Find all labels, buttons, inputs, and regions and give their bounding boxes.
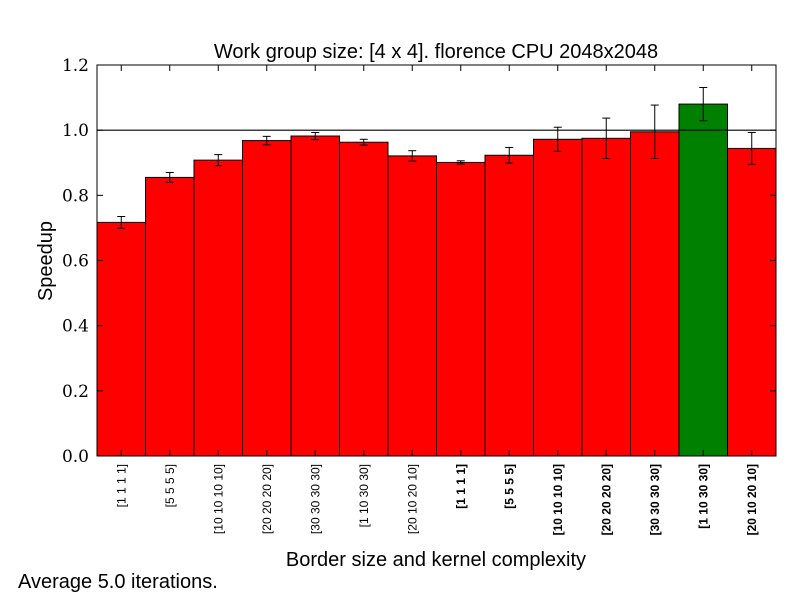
bar xyxy=(581,137,631,457)
footer-note: Average 5.0 iterations. xyxy=(18,571,218,593)
bar xyxy=(484,154,534,457)
y-tick-label: 0.8 xyxy=(62,186,89,206)
x-tick-label: [30 30 30 30] xyxy=(308,464,322,534)
x-tick-label: [1 10 30 30] xyxy=(357,464,371,527)
x-axis-label: Border size and kernel complexity xyxy=(286,549,586,571)
x-tick-label: [20 10 20 10] xyxy=(745,464,759,535)
x-tick-label: [1 10 30 30] xyxy=(696,464,710,529)
bar xyxy=(387,155,437,457)
bar xyxy=(630,131,680,457)
y-tick-label: 1.0 xyxy=(62,121,89,141)
bar xyxy=(96,221,146,457)
x-tick-label: [5 5 5 5] xyxy=(502,464,516,509)
x-tick-label: [20 20 20 20] xyxy=(599,464,613,535)
x-tick-label: [1 1 1 1] xyxy=(454,464,468,509)
x-tick-label: [10 10 10 10] xyxy=(551,464,565,535)
x-tick-label: [20 20 20 20] xyxy=(260,464,274,534)
y-tick-label: 1.2 xyxy=(62,56,89,76)
bar xyxy=(242,140,292,457)
bar xyxy=(678,103,728,457)
y-tick-label: 0.2 xyxy=(62,382,89,402)
x-tick-label: [30 30 30 30] xyxy=(648,464,662,535)
bar xyxy=(290,135,340,457)
bar xyxy=(145,176,195,457)
bar xyxy=(727,147,777,457)
x-tick-label: [5 5 5 5] xyxy=(163,464,177,507)
x-tick-label: [1 1 1 1] xyxy=(114,464,128,507)
chart-title: Work group size: [4 x 4]. florence CPU 2… xyxy=(214,41,658,63)
x-tick-label: [10 10 10 10] xyxy=(211,464,225,534)
y-axis-label: Speedup xyxy=(35,221,57,301)
x-tick-label: [20 10 20 10] xyxy=(405,464,419,534)
bar xyxy=(339,141,389,457)
plot-area: 0.0 0.2 0.4 0.6 0.8 1.0 1.2 [1 1 1 1] [5 5 5 5] [… xyxy=(62,56,777,535)
y-tick-label: 0.6 xyxy=(62,252,89,272)
bar xyxy=(193,159,243,457)
bar xyxy=(436,161,486,457)
y-tick-label: 0.4 xyxy=(62,317,89,337)
bar xyxy=(533,138,583,457)
y-tick-label: 0.0 xyxy=(62,447,89,467)
